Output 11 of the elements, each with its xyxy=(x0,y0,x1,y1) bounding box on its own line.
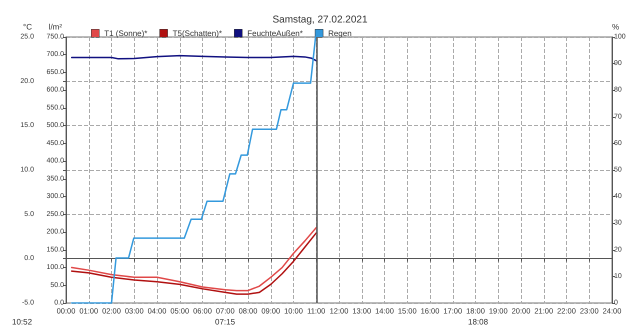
legend-label: Regen xyxy=(328,28,352,38)
chart-title: Samstag, 27.02.2021 xyxy=(272,14,368,26)
text: 10:52 xyxy=(12,318,33,326)
y2-axis-title: l/m² xyxy=(48,22,62,32)
legend-label: FeuchteAußen* xyxy=(247,28,303,38)
y-axis-title: °C xyxy=(23,22,32,32)
text: 07:15 xyxy=(215,318,236,326)
y3-axis-title: % xyxy=(612,22,620,32)
legend-label: T5(Schatten)* xyxy=(172,28,222,38)
legend-label: T1 (Sonne)* xyxy=(104,28,148,38)
text: 18:08 xyxy=(468,318,489,326)
